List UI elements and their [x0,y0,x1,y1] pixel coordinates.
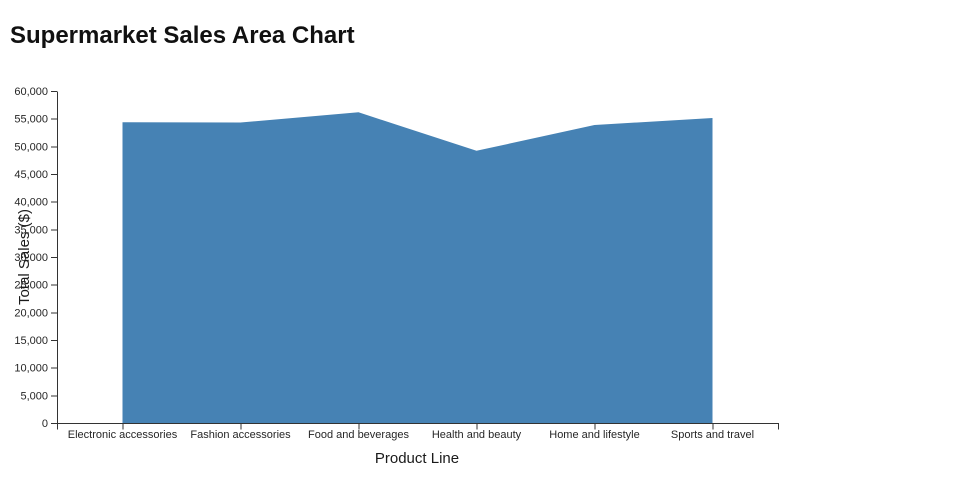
y-axis-title: Total Sales ($) [16,209,33,305]
x-axis-tick-label: Health and beauty [432,429,522,441]
y-axis-tick-label: 30,000 [14,252,48,264]
chart-title: Supermarket Sales Area Chart [10,22,355,49]
y-axis-tick-label: 50,000 [14,141,48,153]
y-axis-tick-label: 15,000 [14,335,48,347]
x-axis-tick-label: Electronic accessories [68,429,178,441]
plot-area: 0 5,000 10,000 15,000 20,000 25,000 30,000 35,0… [14,86,779,441]
area-series [122,112,713,424]
y-axis-tick-label: 25,000 [14,280,48,292]
y-axis-tick-label: 0 [42,418,48,430]
x-axis-title: Product Line [375,450,459,467]
y-axis-tick-label: 5,000 [20,390,48,402]
y-axis-tick-label: 20,000 [14,307,48,319]
y-axis-tick-label: 60,000 [14,86,48,98]
x-axis-tick-label: Sports and travel [671,429,754,441]
y-axis-tick-label: 55,000 [14,114,48,126]
x-axis-line [57,423,779,430]
x-axis-tick-label: Food and beverages [308,429,409,441]
y-axis-tick-label: 10,000 [14,363,48,375]
y-axis-tick-label: 45,000 [14,169,48,181]
y-axis-tick-label: 35,000 [14,224,48,236]
y-axis-tick-label: 40,000 [14,197,48,209]
x-axis-tick-label: Home and lifestyle [549,429,640,441]
x-axis-tick-label: Fashion accessories [190,429,291,441]
